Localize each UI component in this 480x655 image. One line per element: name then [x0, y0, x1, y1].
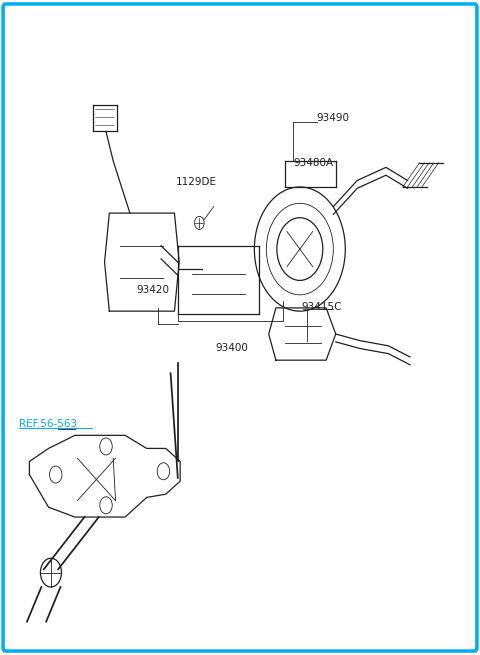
Text: 93420: 93420 [136, 285, 169, 295]
FancyBboxPatch shape [3, 4, 477, 651]
Text: 93415C: 93415C [301, 301, 342, 312]
Text: 1129DE: 1129DE [175, 178, 216, 187]
Text: 93490: 93490 [317, 113, 349, 123]
Text: 93400: 93400 [215, 343, 248, 354]
Text: REF.56-563: REF.56-563 [19, 419, 77, 429]
Text: 93480A: 93480A [294, 158, 334, 168]
